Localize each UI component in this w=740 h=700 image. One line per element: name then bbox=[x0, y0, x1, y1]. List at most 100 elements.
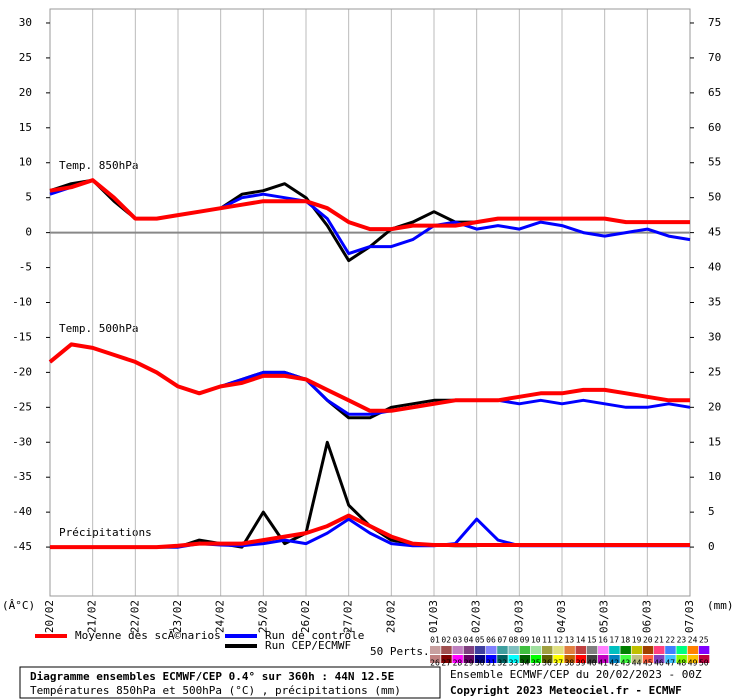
y2-tick-label: 65 bbox=[708, 86, 721, 99]
info-box bbox=[19, 666, 441, 699]
pert-swatch bbox=[698, 655, 710, 663]
x-tick-label: 24/02 bbox=[214, 600, 227, 633]
y-tick-label: 30 bbox=[19, 16, 32, 29]
pert-label: 15 bbox=[587, 636, 597, 645]
pert-label: 08 bbox=[509, 636, 519, 645]
pert-label: 41 bbox=[598, 659, 608, 668]
pert-swatch bbox=[519, 655, 531, 663]
pert-swatch bbox=[698, 646, 710, 654]
pert-swatch bbox=[665, 655, 676, 663]
x-tick-label: 25/02 bbox=[256, 600, 269, 633]
pert-label: 39 bbox=[576, 659, 586, 668]
pert-label: 47 bbox=[665, 659, 675, 668]
pert-label: 18 bbox=[621, 636, 631, 645]
pert-label: 16 bbox=[598, 636, 608, 645]
y2-tick-label: 15 bbox=[708, 435, 721, 448]
pert-swatch bbox=[631, 646, 643, 654]
x-tick-label: 21/02 bbox=[86, 600, 99, 633]
pert-swatch bbox=[497, 646, 508, 654]
pert-label: 28 bbox=[453, 659, 463, 668]
pert-swatch bbox=[620, 655, 631, 663]
panel-label: Temp. 500hPa bbox=[59, 322, 138, 335]
x-tick-label: 27/02 bbox=[342, 600, 355, 633]
series-line bbox=[49, 178, 690, 232]
pert-swatch bbox=[575, 646, 587, 654]
x-tick-label: 20/02 bbox=[43, 600, 56, 633]
pert-swatch bbox=[620, 646, 631, 654]
y2-tick-label: 5 bbox=[708, 505, 715, 518]
y-tick-label: -30 bbox=[12, 435, 32, 448]
pert-label: 27 bbox=[441, 659, 451, 668]
y2-tick-label: 10 bbox=[708, 470, 721, 483]
pert-label: 07 bbox=[497, 636, 507, 645]
y-tick-label: 5 bbox=[25, 191, 32, 204]
legend-label: Run de contrôle bbox=[265, 629, 364, 642]
pert-swatch bbox=[542, 646, 553, 654]
y-tick-label: 10 bbox=[19, 156, 32, 169]
y2-tick-label: 30 bbox=[708, 330, 721, 343]
pert-label: 25 bbox=[699, 636, 709, 645]
pert-label: 05 bbox=[475, 636, 485, 645]
pert-label: 04 bbox=[464, 636, 474, 645]
pert-label: 24 bbox=[688, 636, 698, 645]
y-tick-label: -5 bbox=[19, 261, 32, 274]
y2-tick-label: 25 bbox=[708, 365, 721, 378]
y-tick-label: -40 bbox=[12, 505, 32, 518]
pert-label: 38 bbox=[565, 659, 575, 668]
pert-label: 23 bbox=[677, 636, 687, 645]
perts-label: 50 Perts. bbox=[370, 645, 430, 658]
pert-label: 01 bbox=[430, 636, 440, 645]
y-tick-label: -10 bbox=[12, 296, 32, 309]
pert-swatch bbox=[430, 655, 441, 663]
y2-tick-label: 0 bbox=[708, 540, 715, 553]
pert-swatch bbox=[430, 646, 441, 654]
pert-label: 48 bbox=[677, 659, 687, 668]
pert-swatch bbox=[519, 646, 531, 654]
pert-swatch bbox=[654, 646, 665, 654]
y2-tick-label: 60 bbox=[708, 121, 721, 134]
pert-label: 49 bbox=[688, 659, 698, 668]
pert-swatch bbox=[665, 646, 676, 654]
pert-label: 09 bbox=[520, 636, 530, 645]
panel-label: Précipitations bbox=[59, 526, 152, 539]
plot-frame bbox=[49, 8, 691, 597]
pert-label: 31 bbox=[486, 659, 496, 668]
y2-tick-label: 70 bbox=[708, 51, 721, 64]
pert-swatch bbox=[508, 655, 519, 663]
pert-label: 02 bbox=[441, 636, 451, 645]
pert-swatch bbox=[474, 646, 486, 654]
pert-swatch bbox=[486, 655, 497, 663]
pert-swatch bbox=[452, 655, 463, 663]
x-tick-label: 02/03 bbox=[470, 600, 483, 633]
pert-label: 30 bbox=[475, 659, 485, 668]
x-tick-label: 07/03 bbox=[683, 600, 696, 633]
y-tick-label: -15 bbox=[12, 330, 32, 343]
pert-label: 43 bbox=[621, 659, 631, 668]
pert-swatch bbox=[497, 655, 508, 663]
pert-swatch bbox=[530, 655, 542, 663]
pert-label: 35 bbox=[531, 659, 541, 668]
pert-swatch bbox=[631, 655, 643, 663]
y2-tick-label: 75 bbox=[708, 16, 721, 29]
pert-swatch bbox=[575, 655, 587, 663]
pert-swatch bbox=[687, 655, 699, 663]
pert-label: 36 bbox=[542, 659, 552, 668]
y-axis-label: (Â°C) bbox=[2, 599, 35, 612]
x-tick-label: 22/02 bbox=[128, 600, 141, 633]
x-tick-label: 06/03 bbox=[640, 600, 653, 633]
pert-label: 22 bbox=[665, 636, 675, 645]
pert-swatch bbox=[654, 655, 665, 663]
y-tick-label: 0 bbox=[25, 226, 32, 239]
pert-label: 17 bbox=[609, 636, 619, 645]
info-title: Diagramme ensembles ECMWF/CEP 0.4° sur 3… bbox=[30, 670, 394, 683]
y-tick-label: 15 bbox=[19, 121, 32, 134]
pert-swatch bbox=[441, 646, 452, 654]
x-tick-label: 04/03 bbox=[555, 600, 568, 633]
x-tick-label: 05/03 bbox=[598, 600, 611, 633]
pert-label: 11 bbox=[542, 636, 552, 645]
pert-swatch bbox=[463, 646, 475, 654]
pert-swatch bbox=[530, 646, 542, 654]
info-subtitle: Températures 850hPa et 500hPa (°C) , pré… bbox=[30, 684, 401, 697]
pert-label: 37 bbox=[553, 659, 563, 668]
